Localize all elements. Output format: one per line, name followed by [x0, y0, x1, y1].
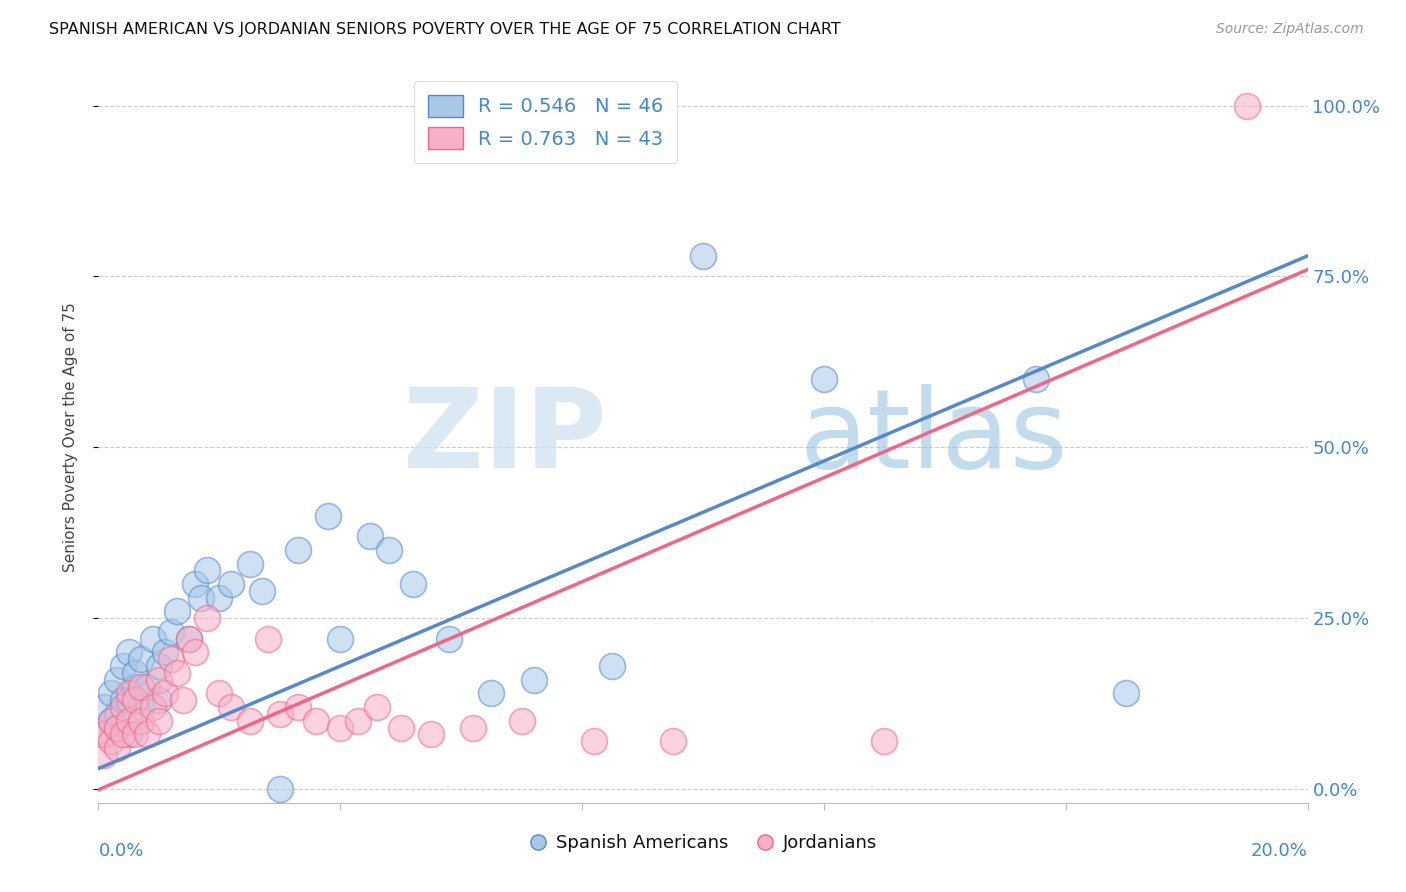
Point [1236, 98, 1258, 112]
Text: ZIP: ZIP [404, 384, 606, 491]
Point [402, 577, 425, 591]
Point [129, 700, 152, 714]
Point [153, 645, 176, 659]
Point [118, 645, 141, 659]
Point [135, 680, 157, 694]
Point [179, 632, 201, 646]
Point [1024, 372, 1046, 386]
Point [269, 782, 291, 797]
Point [93, 747, 115, 762]
Point [111, 727, 134, 741]
Point [1115, 686, 1137, 700]
Point [118, 693, 141, 707]
Point [142, 632, 165, 646]
Point [184, 645, 207, 659]
Point [366, 700, 388, 714]
Point [105, 673, 128, 687]
Point [305, 714, 328, 728]
Point [148, 659, 170, 673]
Point [813, 372, 835, 386]
Point [360, 529, 382, 543]
Point [602, 659, 624, 673]
Point [148, 673, 170, 687]
Point [179, 632, 201, 646]
Point [510, 714, 533, 728]
Point [124, 693, 146, 707]
Point [172, 693, 194, 707]
Point [111, 700, 134, 714]
Point [129, 714, 152, 728]
Point [148, 714, 170, 728]
Point [111, 659, 134, 673]
Point [166, 665, 188, 680]
Point [129, 680, 152, 694]
Point [239, 557, 262, 571]
Point [377, 542, 399, 557]
Point [481, 686, 503, 700]
Y-axis label: Seniors Poverty Over the Age of 75: Seniors Poverty Over the Age of 75 [63, 302, 77, 572]
Point [111, 693, 134, 707]
Text: Source: ZipAtlas.com: Source: ZipAtlas.com [1216, 22, 1364, 37]
Point [287, 542, 309, 557]
Point [100, 714, 122, 728]
Point [269, 706, 291, 721]
Point [105, 741, 128, 756]
Point [287, 700, 309, 714]
Point [316, 508, 339, 523]
Point [166, 604, 188, 618]
Point [105, 721, 128, 735]
Point [148, 693, 170, 707]
Point [160, 652, 183, 666]
Point [208, 686, 231, 700]
Text: atlas: atlas [800, 384, 1069, 491]
Text: 20.0%: 20.0% [1251, 842, 1308, 860]
Point [135, 727, 157, 741]
Point [142, 700, 165, 714]
Point [124, 680, 146, 694]
Point [389, 721, 412, 735]
Point [118, 714, 141, 728]
Point [239, 714, 262, 728]
Point [256, 632, 278, 646]
Point [124, 665, 146, 680]
Point [100, 686, 122, 700]
Point [93, 727, 115, 741]
Point [160, 624, 183, 639]
Point [190, 591, 212, 605]
Text: SPANISH AMERICAN VS JORDANIAN SENIORS POVERTY OVER THE AGE OF 75 CORRELATION CHA: SPANISH AMERICAN VS JORDANIAN SENIORS PO… [49, 22, 841, 37]
Point [221, 577, 243, 591]
Point [129, 652, 152, 666]
Point [347, 714, 370, 728]
Point [124, 727, 146, 741]
Point [523, 673, 546, 687]
Point [420, 727, 443, 741]
Point [221, 700, 243, 714]
Point [250, 583, 273, 598]
Point [437, 632, 460, 646]
Point [463, 721, 485, 735]
Point [100, 734, 122, 748]
Point [208, 591, 231, 605]
Point [153, 686, 176, 700]
Point [118, 727, 141, 741]
Text: 0.0%: 0.0% [98, 842, 143, 860]
Point [93, 700, 115, 714]
Point [184, 577, 207, 591]
Point [873, 734, 896, 748]
Point [329, 632, 352, 646]
Point [583, 734, 606, 748]
Point [329, 721, 352, 735]
Point [93, 727, 115, 741]
Point [118, 686, 141, 700]
Point [105, 721, 128, 735]
Point [195, 563, 218, 577]
Point [661, 734, 683, 748]
Legend: Spanish Americans, Jordanians: Spanish Americans, Jordanians [522, 827, 884, 860]
Point [195, 611, 218, 625]
Point [100, 714, 122, 728]
Point [105, 706, 128, 721]
Point [692, 249, 714, 263]
